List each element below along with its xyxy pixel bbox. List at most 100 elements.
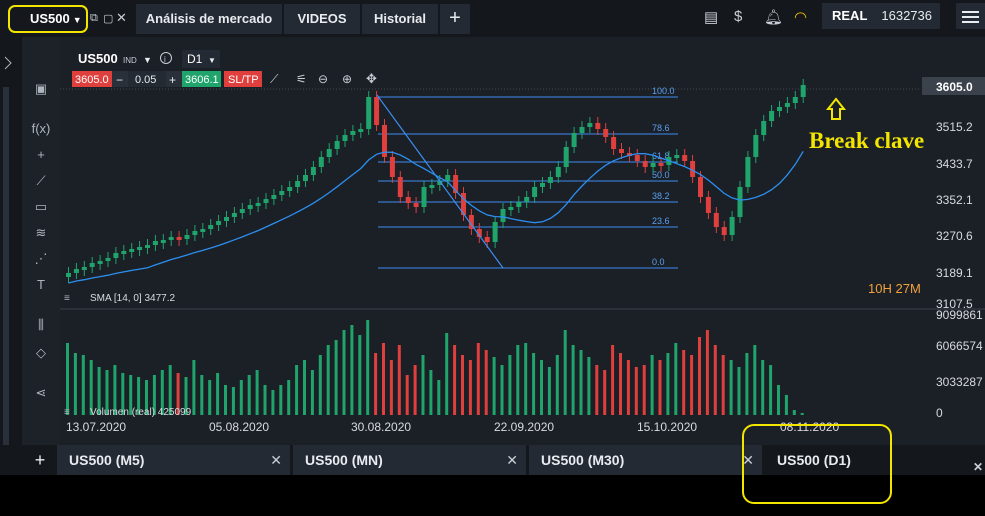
volume-bar: [769, 365, 773, 415]
fib-level-label: 0.0: [652, 257, 665, 267]
candle-body: [374, 97, 380, 125]
candle-body: [129, 249, 135, 252]
volume-bar: [389, 360, 393, 415]
footer: [0, 475, 985, 516]
screen-icon[interactable]: ▣: [34, 81, 48, 96]
volume-bar: [626, 360, 630, 415]
price-axis: 3605.0 3515.2 3433.7 3352.1 3270.6 3189.…: [922, 77, 985, 311]
volume-bar: [105, 370, 109, 415]
tab-history[interactable]: Historial: [362, 4, 438, 34]
bell-icon[interactable]: 🔔︎: [764, 9, 784, 26]
chart-area[interactable]: 100.0 78.6 61.8 50.0 38.2 23.6 0.0 3605.0 3515…: [60, 37, 985, 445]
candle-body: [247, 205, 253, 209]
volume-bars-icon[interactable]: ⫼: [38, 317, 44, 332]
candle-body: [97, 261, 103, 264]
volume-bar: [176, 373, 180, 415]
candle-body: [753, 135, 759, 157]
layout-icon[interactable]: ▤: [704, 9, 719, 26]
tab-market-analysis[interactable]: Análisis de mercado: [136, 4, 282, 34]
layers-icon[interactable]: ◇: [36, 345, 46, 360]
volume-bar: [287, 380, 291, 415]
chart-tab-mn[interactable]: US500 (MN) ✕: [293, 445, 526, 475]
menu-button[interactable]: [956, 3, 985, 29]
lot-decrease-button: [112, 71, 128, 87]
date-tick: 08.11.2020: [780, 420, 839, 434]
add-tab-button[interactable]: +: [440, 4, 470, 34]
trendline-icon[interactable]: ⟋: [36, 173, 46, 188]
volume-bar: [382, 343, 385, 415]
candle-body: [405, 197, 411, 203]
currency-icon[interactable]: $: [734, 8, 743, 25]
candle-body: [690, 161, 696, 177]
volume-bar: [137, 377, 141, 415]
close-icon[interactable]: ✕: [742, 452, 754, 468]
volume-bar: [73, 353, 77, 415]
candle-body: [745, 157, 751, 187]
sma-line: [68, 151, 804, 284]
lot-increase-button: [166, 71, 182, 87]
candle-body: [784, 103, 790, 107]
chart-tab-m30[interactable]: US500 (M30) ✕: [529, 445, 762, 475]
candle-body: [437, 181, 443, 185]
close-icon[interactable]: ✕: [270, 452, 282, 468]
fib-level-label: 38.2: [652, 191, 670, 201]
candle-body: [397, 177, 403, 197]
tab-label: Historial: [373, 11, 426, 26]
price-tick: 3352.1: [936, 193, 973, 207]
account-number: 1632736: [881, 8, 933, 23]
volume-bar: [342, 330, 346, 415]
volume-bar: [800, 413, 804, 415]
volume-bar: [500, 365, 504, 415]
volume-bar: [524, 343, 528, 415]
candlesticks: [66, 79, 806, 283]
volume-bar: [571, 345, 575, 415]
lot-value: 0.05: [135, 74, 156, 86]
add-chart-tab-button[interactable]: +: [34, 450, 46, 470]
close-icon[interactable]: ✕: [972, 460, 983, 474]
candle-body: [777, 107, 782, 111]
volume-bar: [405, 375, 409, 415]
chart-tab-d1[interactable]: US500 (D1) ✕: [765, 445, 985, 475]
volume-tick: 6066574: [936, 339, 983, 353]
close-icon[interactable]: ✕: [506, 452, 518, 468]
rectangle-icon[interactable]: ▭: [34, 199, 48, 214]
candle-body: [547, 177, 553, 183]
volume-bar: [89, 360, 93, 415]
volume-bar: [437, 380, 441, 415]
candle-body: [366, 97, 372, 129]
info-glyph: i: [164, 55, 166, 64]
text-icon[interactable]: T: [37, 277, 45, 292]
candle-body: [555, 167, 561, 177]
candle-body: [382, 125, 387, 157]
volume-bar: [650, 355, 654, 415]
candle-body: [484, 237, 490, 242]
crosshair-icon[interactable]: +: [37, 147, 45, 162]
collapse-icon: [4, 56, 12, 70]
symbol-selector[interactable]: US500 ▼: [8, 5, 88, 33]
tab-videos[interactable]: VIDEOS: [284, 4, 360, 34]
volume-bar: [453, 345, 457, 415]
volume-bar: [721, 355, 725, 415]
symbol-dropdown-icon: ▼: [143, 55, 152, 65]
fibonacci-icon[interactable]: ≋: [35, 225, 47, 240]
close-icon[interactable]: ✕: [116, 10, 127, 25]
share-icon[interactable]: ⋖: [35, 385, 47, 400]
chart-tab-label: US500 (D1): [777, 452, 851, 468]
chart-tab-label: US500 (M30): [541, 452, 625, 468]
maximize-icon[interactable]: ▢: [103, 13, 114, 25]
drawing-toolbar: ▣ f(x) + ⟋ ▭ ≋ ⋰ T ⫼ ◇ ⋖: [22, 37, 61, 445]
candle-body: [713, 213, 719, 227]
candle-body: [358, 129, 364, 132]
detach-icon[interactable]: ⧉: [90, 12, 98, 24]
chart-tab-m5[interactable]: US500 (M5) ✕: [57, 445, 290, 475]
indicator-icon[interactable]: f(x): [31, 121, 51, 136]
sma-label: SMA [14, 0] 3477.2: [90, 293, 175, 304]
volume-bar: [445, 333, 449, 415]
volume-bar: [113, 365, 117, 415]
candle-body: [160, 240, 166, 243]
candle-body: [611, 137, 617, 149]
account-selector[interactable]: REAL 1632736: [822, 3, 940, 29]
fan-icon[interactable]: ⋰: [34, 251, 48, 266]
price-chart[interactable]: 100.0 78.6 61.8 50.0 38.2 23.6 0.0 3605.0 3515…: [60, 37, 985, 445]
sltp-label: SL/TP: [228, 74, 259, 86]
